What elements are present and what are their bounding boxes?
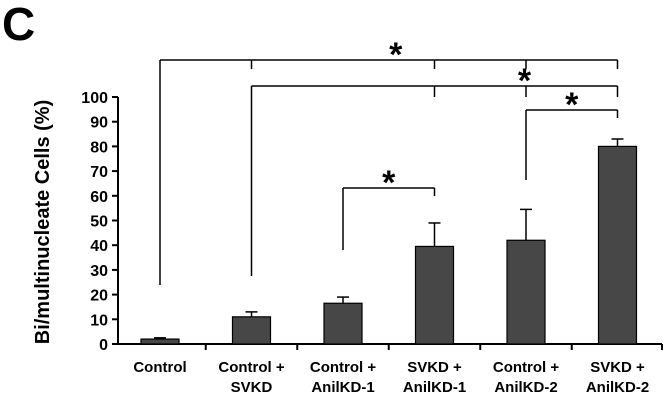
x-tick-label-line: Control bbox=[133, 359, 186, 376]
x-tick-label-line: SVKD + bbox=[590, 359, 645, 376]
y-tick-label: 60 bbox=[90, 189, 108, 206]
y-tick-label: 90 bbox=[90, 115, 108, 132]
bar bbox=[597, 145, 638, 345]
bar bbox=[506, 239, 546, 345]
y-tick-label: 70 bbox=[90, 164, 108, 181]
x-tick-label-line: AnilKD-2 bbox=[586, 379, 649, 396]
y-tick-label: 80 bbox=[90, 139, 108, 156]
significance-star: * bbox=[382, 164, 396, 202]
x-tick-label: Control + AnilKD-1 bbox=[310, 359, 376, 396]
y-tick-label: 20 bbox=[90, 288, 108, 305]
bar bbox=[140, 338, 180, 345]
x-tick-label-line: AnilKD-1 bbox=[403, 379, 466, 396]
y-tick-label: 0 bbox=[99, 337, 108, 354]
y-tick-label: 30 bbox=[90, 263, 108, 280]
x-tick-label: Control + SVKD bbox=[218, 359, 284, 396]
x-tick-label-line: Control + bbox=[310, 359, 376, 376]
y-tick-label: 40 bbox=[90, 238, 108, 255]
x-tick-label: Control bbox=[133, 359, 186, 376]
y-tick-label: 50 bbox=[90, 214, 108, 231]
x-tick-label-line: Control + bbox=[493, 359, 559, 376]
bars bbox=[140, 145, 638, 345]
y-axis-label: Bi/multinucleate Cells (%) bbox=[32, 100, 54, 345]
significance-star: * bbox=[389, 36, 403, 74]
x-tick-label-line: AnilKD-1 bbox=[311, 379, 374, 396]
axes: 0 10 20 30 40 50 60 70 80 90 100 bbox=[81, 90, 663, 354]
x-tick-label: SVKD + AnilKD-1 bbox=[403, 359, 466, 396]
bar bbox=[414, 245, 455, 345]
panel-label: C bbox=[2, 0, 35, 50]
bar bbox=[323, 302, 363, 345]
error-bars bbox=[154, 138, 624, 340]
bar bbox=[231, 316, 272, 345]
x-tick-label-line: SVKD bbox=[231, 379, 273, 396]
x-tick-label: Control + AnilKD-2 bbox=[493, 359, 559, 396]
significance-star: * bbox=[518, 62, 532, 100]
y-tick-label: 10 bbox=[90, 312, 108, 329]
significance-brackets: * * * * bbox=[159, 36, 619, 285]
y-tick-label: 100 bbox=[81, 90, 108, 107]
x-tick-label-line: AnilKD-2 bbox=[494, 379, 557, 396]
x-tick-label-line: Control + bbox=[218, 359, 284, 376]
x-tick-label: SVKD + AnilKD-2 bbox=[586, 359, 649, 396]
significance-star: * bbox=[565, 86, 579, 124]
x-tick-label-line: SVKD + bbox=[407, 359, 462, 376]
